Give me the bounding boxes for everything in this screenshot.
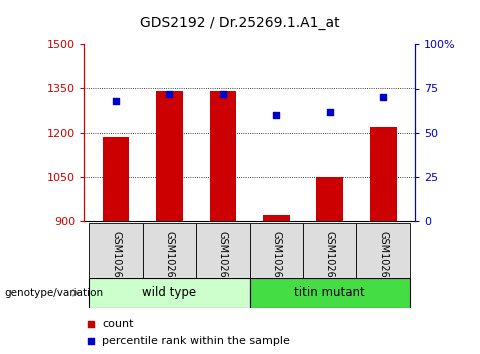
Bar (156, 91, 183, 354)
Bar (303, 223, 357, 278)
Bar (89, 278, 250, 308)
Point (166, 91, 173, 97)
Text: GSM102667: GSM102667 (378, 231, 388, 290)
Bar (103, 137, 130, 354)
Bar (263, 215, 289, 354)
Bar (370, 127, 396, 354)
Text: titin mutant: titin mutant (294, 286, 365, 299)
Text: count: count (102, 319, 134, 329)
Point (219, 91, 227, 97)
Bar (316, 177, 343, 354)
Text: GSM102671: GSM102671 (165, 231, 174, 290)
Point (112, 98, 120, 104)
Bar (196, 223, 250, 278)
Point (379, 95, 387, 100)
Text: wild type: wild type (143, 286, 196, 299)
Text: GDS2192 / Dr.25269.1.A1_at: GDS2192 / Dr.25269.1.A1_at (140, 16, 340, 30)
Point (87, 321, 95, 327)
Point (87, 338, 95, 344)
Bar (357, 223, 410, 278)
Text: GSM102665: GSM102665 (271, 231, 281, 290)
Bar (250, 278, 410, 308)
Text: GSM102674: GSM102674 (218, 231, 228, 290)
Text: GSM102669: GSM102669 (111, 231, 121, 290)
Bar (89, 223, 143, 278)
Bar (210, 91, 236, 354)
Text: percentile rank within the sample: percentile rank within the sample (102, 336, 290, 346)
Point (326, 109, 334, 114)
Text: GSM102666: GSM102666 (325, 231, 335, 290)
Text: genotype/variation: genotype/variation (5, 288, 104, 298)
Bar (250, 223, 303, 278)
Point (273, 112, 280, 118)
Bar (143, 223, 196, 278)
